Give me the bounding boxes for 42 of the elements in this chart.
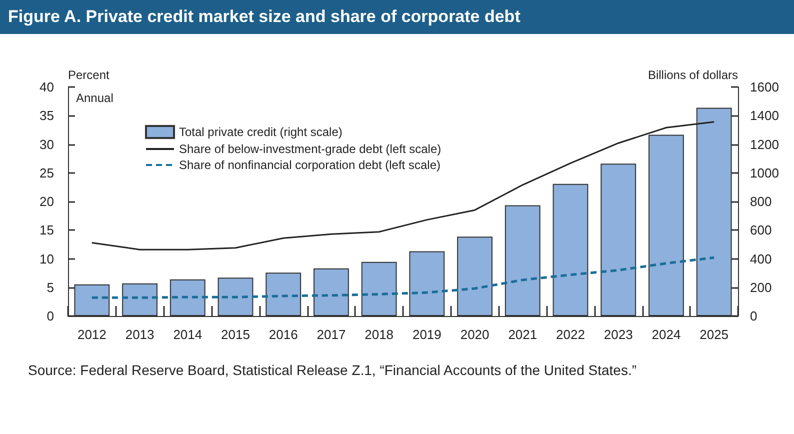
x-tick-label: 2025: [700, 327, 729, 342]
chart-title: Figure A. Private credit market size and share of corporate debt: [8, 7, 521, 26]
x-tick-label: 2023: [604, 327, 633, 342]
y-tick-label: 35: [40, 108, 54, 124]
y2-tick-label: 1400: [750, 108, 779, 124]
x-tick-label: 2015: [221, 327, 250, 342]
x-tick-label: 2021: [508, 327, 538, 342]
x-tick-label: 2020: [460, 327, 490, 342]
line-series: [90, 256, 716, 299]
y2-tick-label: 1000: [750, 165, 779, 180]
legend-label: Share of below-investment-grade debt (left scale): [179, 142, 442, 156]
x-tick-label: 2016: [268, 327, 298, 342]
y2-tick-label: 1200: [750, 136, 779, 152]
y-tick-label: 0: [46, 308, 54, 324]
y-tick-label: 20: [40, 194, 54, 209]
y-axis-title: Percent: [68, 68, 110, 82]
y-tick-label: 5: [46, 280, 54, 295]
x-tick-label: 2012: [77, 327, 106, 342]
y2-axis-title: Billions of dollars: [648, 68, 738, 82]
annotation: Annual: [76, 91, 114, 105]
x-tick-label: 2024: [652, 327, 681, 342]
source-note: Source: Federal Reserve Board, Statistical Release Z.1, “Financial Accounts of the United States.”: [28, 362, 637, 378]
x-tick-label: 2017: [316, 327, 346, 342]
y2-tick-label: 0: [750, 308, 758, 324]
y2-tick-label: 1600: [750, 80, 779, 94]
y-tick-label: 25: [40, 165, 54, 180]
x-tick-label: 2019: [412, 327, 442, 342]
y2-tick-label: 200: [750, 280, 772, 295]
x-tick-label: 2013: [125, 327, 154, 342]
line-series: [91, 121, 715, 250]
y-tick-label: 30: [40, 136, 54, 152]
y2-tick-label: 800: [750, 194, 772, 209]
y2-tick-label: 400: [750, 251, 772, 266]
y2-tick-label: 600: [750, 222, 772, 238]
x-tick-label: 2018: [364, 327, 394, 342]
y-tick-label: 15: [40, 222, 54, 238]
legend-label: Share of nonfinancial corporation debt (left scale): [179, 158, 440, 172]
y-tick-label: 40: [40, 80, 54, 94]
legend-label: Total private credit (right scale): [179, 125, 342, 139]
x-tick-label: 2022: [556, 327, 585, 342]
y-tick-label: 10: [40, 251, 54, 266]
x-tick-label: 2014: [173, 327, 202, 342]
